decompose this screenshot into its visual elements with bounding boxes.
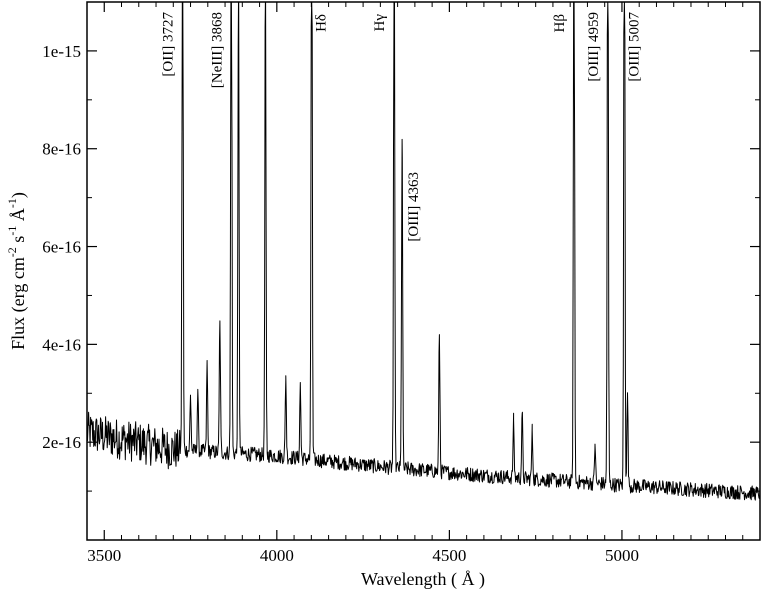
x-tick-label: 5000	[605, 546, 639, 565]
y-axis-title-mid1: s	[8, 236, 28, 248]
y-axis-title-sup1: -2	[5, 247, 19, 257]
y-axis-title-end: )	[8, 192, 29, 198]
emission-line-label: Hβ	[552, 14, 568, 32]
y-axis-title-sup3: -1	[5, 198, 19, 208]
tick-labels: 3500 4000 4500 5000 2e-16 4e-16 6e-16 8e-16 1e-1…	[42, 42, 639, 565]
emission-line-labels: [OII] 3727 [NeIII] 3868 Hδ Hγ [OIII] 4363 Hβ […	[161, 12, 643, 242]
x-axis-title: Wavelength ( Å )	[361, 569, 485, 590]
x-tick-label: 3500	[87, 546, 121, 565]
emission-line-label: Hδ	[314, 14, 330, 32]
y-tick-label: 4e-16	[42, 335, 81, 354]
y-tick-label: 2e-16	[42, 433, 81, 452]
emission-line-label: [OIII] 4363	[406, 172, 422, 242]
emission-line-label: [NeIII] 3868	[209, 12, 225, 88]
emission-line-label: [OIII] 4959	[586, 12, 602, 82]
y-tick-label: 1e-15	[42, 42, 81, 61]
y-axis-title: Flux (erg cm-2 s-1 Å-1)	[5, 192, 29, 350]
x-tick-label: 4500	[432, 546, 466, 565]
spectrum-line	[86, 1, 761, 501]
plot-frame	[86, 1, 761, 541]
x-tick-label: 4000	[260, 546, 294, 565]
emission-line-label: [OII] 3727	[161, 12, 177, 77]
y-axis-title-sup2: -1	[5, 226, 19, 236]
y-axis-title-mid2: Å	[8, 208, 28, 226]
axis-ticks	[86, 2, 761, 540]
y-axis-title-base: Flux (erg cm	[8, 257, 29, 350]
y-tick-label: 6e-16	[42, 238, 81, 257]
y-tick-label: 8e-16	[42, 140, 81, 159]
emission-line-label: Hγ	[372, 14, 388, 32]
emission-line-label: [OIII] 5007	[626, 12, 642, 82]
